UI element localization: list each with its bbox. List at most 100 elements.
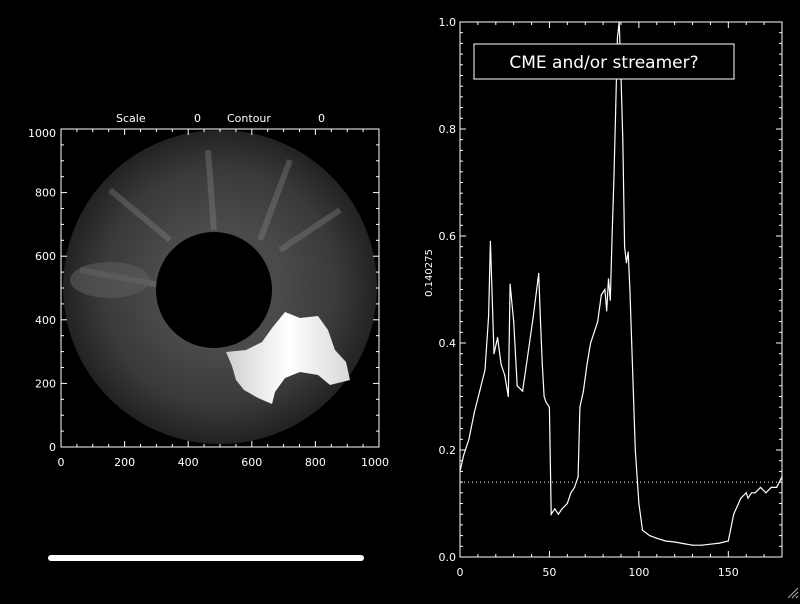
- profile-plot-panel: CME and/or streamer? 0.140275 0 50 100 1…: [400, 0, 800, 600]
- scale-value: 0: [194, 112, 201, 125]
- series-profile-points: [459, 21, 783, 546]
- profile-data-point: [577, 476, 579, 478]
- profile-data-point: [616, 37, 619, 39]
- profile-data-point: [548, 406, 551, 408]
- annotation-box: [473, 43, 735, 80]
- image-x-tick-400: 400: [178, 456, 199, 469]
- profile-data-point: [573, 486, 576, 489]
- profile-data-point: [770, 486, 772, 489]
- profile-data-point: [479, 390, 481, 392]
- profile-data-point: [754, 492, 756, 494]
- profile-data-point: [700, 544, 703, 546]
- profile-data-point: [627, 251, 629, 253]
- profile-y-tick-02: 0.2: [439, 444, 457, 457]
- profile-data-point: [649, 535, 651, 537]
- profile-data-point: [500, 363, 502, 365]
- profile-data-point: [631, 342, 633, 344]
- profile-y-tick-10: 1.0: [439, 16, 457, 29]
- profile-data-point: [781, 476, 783, 478]
- cme-bright-region: [226, 312, 350, 404]
- profile-data-point: [645, 532, 647, 534]
- profile-data-point: [759, 486, 762, 489]
- image-y-tick-800: 800: [35, 187, 56, 200]
- profile-data-point: [718, 542, 720, 544]
- profile-data-point: [733, 513, 735, 515]
- profile-data-point: [691, 544, 694, 546]
- profile-data-point: [623, 246, 626, 248]
- profile-x-tick-50: 50: [542, 566, 556, 579]
- profile-data-point: [740, 497, 742, 499]
- contour-value: 0: [318, 112, 325, 125]
- profile-data-point: [622, 139, 624, 141]
- image-x-tick-800: 800: [305, 456, 326, 469]
- profile-data-point: [613, 181, 615, 184]
- profile-data-point: [473, 411, 475, 414]
- coronagraph-image-panel: Scale 0 Contour 0 0 200: [28, 112, 390, 469]
- profile-data-point: [606, 310, 608, 312]
- image-y-tick-400: 400: [35, 314, 56, 327]
- profile-data-point: [459, 470, 461, 472]
- profile-data-point: [550, 513, 552, 515]
- profile-data-point: [589, 342, 592, 344]
- profile-data-point: [709, 543, 712, 545]
- coronagraph-image-plot: Scale 0 Contour 0 0 200: [28, 112, 390, 469]
- profile-y-tick-0: 0.0: [439, 551, 457, 564]
- profile-data-point: [557, 513, 559, 515]
- image-x-tick-600: 600: [241, 456, 262, 469]
- profile-data-point: [484, 369, 486, 371]
- profile-x-tick-0: 0: [457, 566, 464, 579]
- profile-y-tick-08: 0.8: [439, 123, 457, 136]
- profile-data-point: [683, 543, 685, 545]
- image-x-tick-1000: 1000: [361, 456, 389, 469]
- profile-data-point: [513, 321, 515, 323]
- profile-data-point: [468, 438, 470, 440]
- profile-plot-ticks: [459, 21, 783, 558]
- window-resize-grip-icon[interactable]: [785, 585, 799, 599]
- profile-data-point: [539, 321, 542, 323]
- profile-data-point: [618, 21, 620, 23]
- profile-data-point: [516, 385, 518, 387]
- profile-data-point: [504, 374, 506, 376]
- image-x-tick-labels: 0 200 400 600 800 1000: [58, 456, 390, 469]
- profile-data-point: [629, 288, 631, 291]
- image-y-tick-600: 600: [35, 250, 56, 263]
- profile-y-tick-06: 0.6: [439, 230, 457, 243]
- coronagraph-image: [63, 130, 377, 444]
- profile-data-point: [609, 299, 611, 301]
- profile-data-point: [561, 508, 563, 510]
- profile-data-point: [527, 353, 529, 355]
- profile-y-tick-labels: 0.0 0.2 0.4 0.6 0.8 1.0: [439, 16, 457, 564]
- profile-data-point: [462, 454, 465, 456]
- series-profile-line: [459, 21, 783, 546]
- profile-data-point: [489, 240, 492, 242]
- image-y-tick-200: 200: [35, 377, 56, 390]
- profile-data-point: [745, 492, 747, 494]
- profile-data-point: [586, 363, 588, 365]
- profile-data-point: [488, 315, 490, 317]
- profile-data-point: [607, 278, 610, 280]
- profile-data-point: [507, 395, 509, 398]
- profile-x-tick-150: 150: [718, 566, 739, 579]
- profile-data-point: [641, 529, 644, 531]
- profile-x-tick-labels: 0 50 100 150: [457, 566, 739, 579]
- profile-data-point: [543, 395, 545, 398]
- profile-data-point: [600, 294, 602, 296]
- annotation-text: CME and/or streamer?: [509, 53, 698, 73]
- occulter-disk: [156, 232, 272, 348]
- profile-data-point: [509, 283, 511, 285]
- profile-data-point: [632, 395, 635, 398]
- profile-data-point: [656, 537, 658, 539]
- profile-data-point: [496, 337, 499, 339]
- progress-bar: [48, 555, 438, 561]
- profile-data-point: [611, 235, 613, 237]
- profile-data-point: [638, 502, 640, 505]
- profile-data-point: [625, 262, 627, 264]
- image-y-tick-0: 0: [49, 441, 56, 454]
- profile-data-point: [597, 321, 599, 323]
- profile-data-point: [776, 486, 778, 489]
- profile-data-point: [604, 288, 606, 291]
- profile-x-tick-100: 100: [628, 566, 649, 579]
- profile-y-tick-04: 0.4: [439, 337, 457, 350]
- image-y-tick-labels: 0 200 400 600 800 1000: [28, 127, 56, 454]
- profile-data-point: [665, 540, 667, 542]
